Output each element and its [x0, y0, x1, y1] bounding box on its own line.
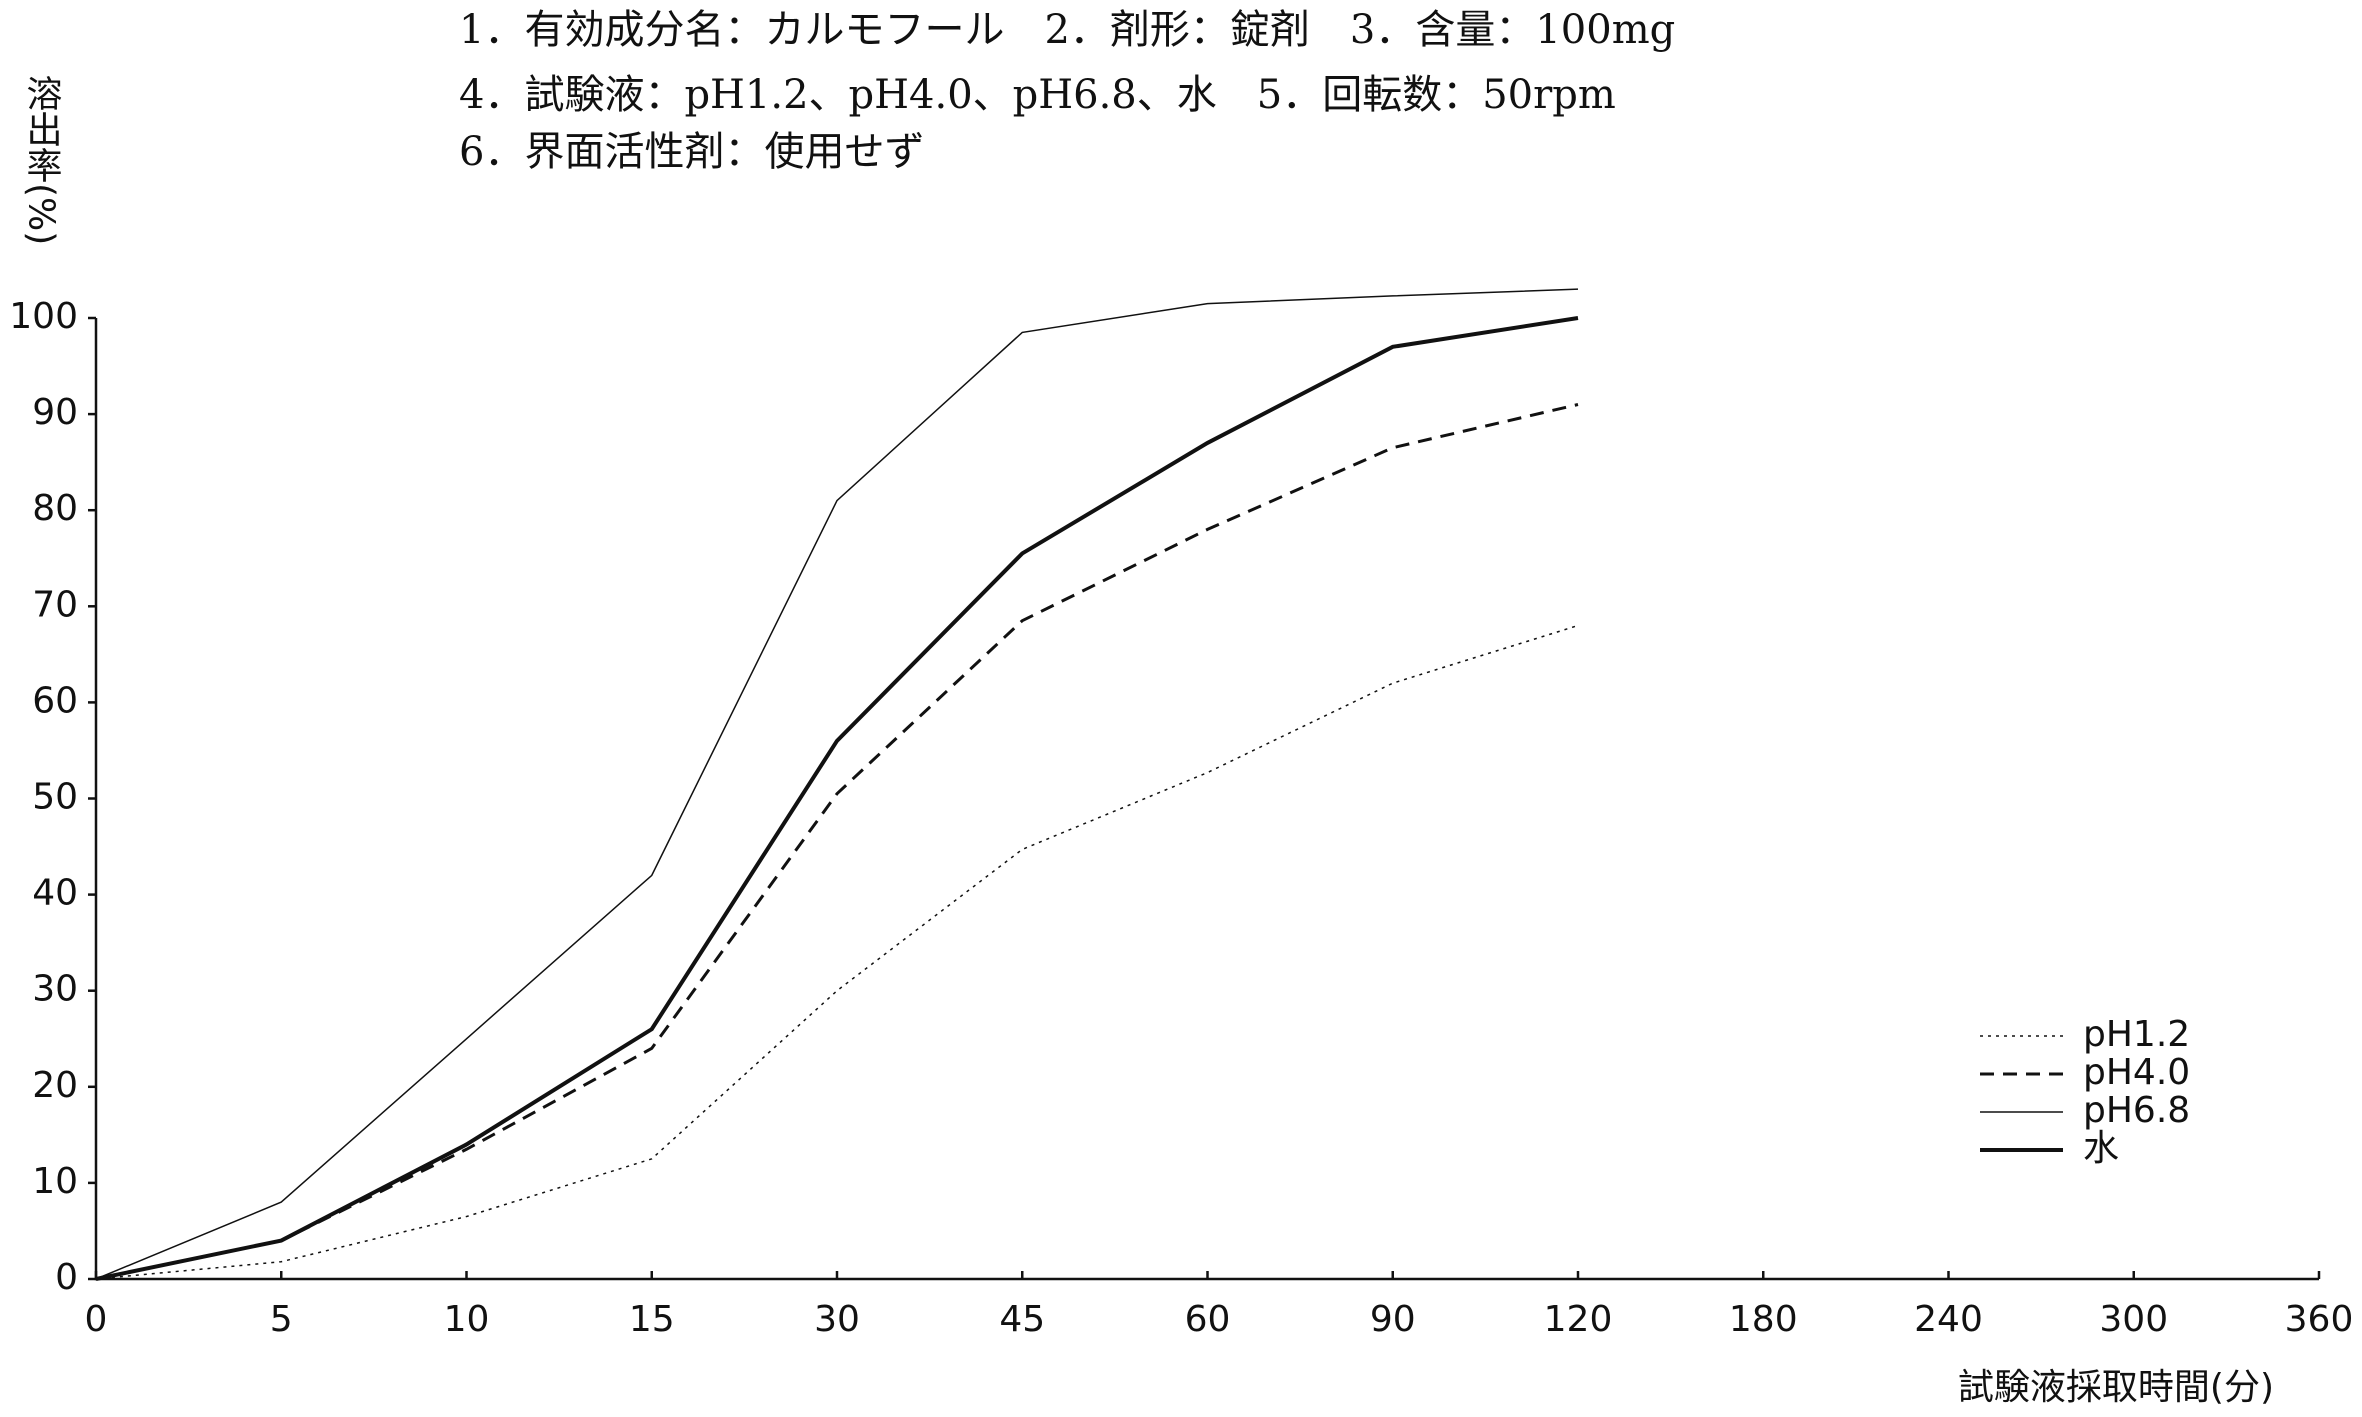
x-tick-label: 5 — [270, 1299, 293, 1340]
y-tick-label: 20 — [32, 1065, 78, 1106]
y-axis-label: 溶出率(%) — [21, 75, 62, 246]
chart-title: 6．界面活性剤：使用せず — [459, 129, 924, 175]
x-axis-label: 試験液採取時間(分) — [1958, 1367, 2274, 1408]
x-tick-label: 180 — [1729, 1299, 1798, 1340]
series-line — [95, 288, 1579, 1280]
x-tick-label: 60 — [1185, 1299, 1231, 1340]
y-tick-label: 80 — [32, 488, 78, 529]
y-tick-label: 50 — [32, 777, 78, 818]
chart-title: 4．試験液：pH1.2、pH4.0、pH6.8、水 5．回転数：50rpm — [459, 72, 1616, 118]
x-tick-label: 360 — [2285, 1299, 2354, 1340]
series-line — [95, 316, 1579, 1281]
legend-label: pH6.8 — [2083, 1090, 2190, 1131]
y-tick-label: 70 — [32, 584, 78, 625]
legend-label: 水 — [2083, 1128, 2119, 1169]
series-line — [95, 624, 1579, 1280]
series-line — [95, 403, 1579, 1281]
y-tick-label: 0 — [55, 1257, 78, 1298]
legend-label: pH4.0 — [2083, 1052, 2190, 1093]
x-tick-label: 15 — [629, 1299, 675, 1340]
y-tick-label: 60 — [32, 680, 78, 721]
x-tick-label: 30 — [814, 1299, 860, 1340]
chart-title: 1．有効成分名：カルモフール 2．剤形：錠剤 3．含量：100mg — [459, 7, 1675, 53]
x-tick-label: 10 — [444, 1299, 490, 1340]
y-tick-label: 30 — [32, 969, 78, 1010]
y-tick-label: 10 — [32, 1161, 78, 1202]
axes — [94, 318, 2319, 1281]
x-tick-label: 90 — [1370, 1299, 1416, 1340]
y-tick-label: 100 — [9, 296, 78, 337]
x-tick-label: 120 — [1544, 1299, 1613, 1340]
y-tick-label: 40 — [32, 873, 78, 914]
x-tick-label: 45 — [999, 1299, 1045, 1340]
x-tick-label: 240 — [1914, 1299, 1983, 1340]
x-tick-label: 0 — [85, 1299, 108, 1340]
legend-label: pH1.2 — [2083, 1014, 2190, 1055]
y-tick-label: 90 — [32, 392, 78, 433]
x-tick-label: 300 — [2099, 1299, 2168, 1340]
